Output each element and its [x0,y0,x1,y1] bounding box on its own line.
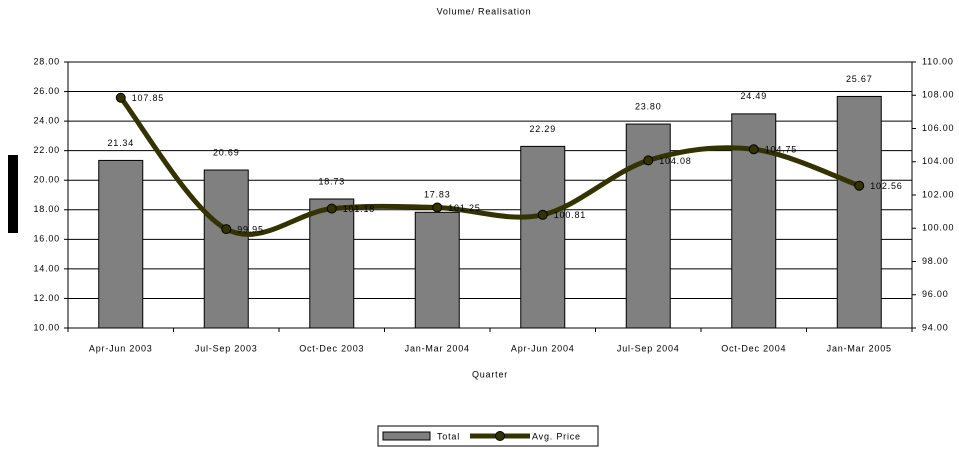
y2-tick-label: 108.00 [922,90,954,100]
bar [203,169,249,329]
y-tick-label: 22.00 [33,145,60,155]
y-tick-label: 26.00 [33,86,60,96]
line-value-label: 101.25 [448,203,480,213]
y2-tick-label: 100.00 [922,223,954,233]
line-value-label: 100.81 [554,210,586,220]
x-tick-label: Apr-Jun 2003 [89,343,153,353]
legend-swatch [382,431,431,441]
bar-value-label: 20.69 [213,147,240,157]
x-axis-label: Quarter [472,369,508,379]
line-value-label: 102.56 [870,181,902,191]
y2-tick-label: 106.00 [922,123,954,133]
x-tick-label: Jan-Mar 2004 [405,343,470,353]
line-marker [854,180,865,191]
x-tick-label: Apr-Jun 2004 [511,343,575,353]
legend-swatch-marker [495,431,505,441]
line-marker [432,202,443,213]
line-marker [748,144,759,155]
bar [520,145,566,329]
y2-tick-label: 102.00 [922,189,954,199]
y-tick-label: 20.00 [33,175,60,185]
y2-tick-label: 94.00 [922,322,949,332]
legend-label: Total [437,431,460,441]
bar-value-label: 24.49 [740,91,767,101]
y2-tick-label: 110.00 [922,56,954,66]
line-value-label: 104.75 [765,145,797,155]
line-marker [326,203,337,214]
chart-title: Volume/ Realisation [437,6,532,16]
bar-value-label: 23.80 [635,101,662,111]
x-tick-label: Jan-Mar 2005 [827,343,892,353]
legend-label: Avg. Price [532,431,581,441]
y-tick-label: 18.00 [33,204,60,214]
line-marker [221,224,232,235]
line-value-label: 99.95 [237,224,264,234]
x-tick-label: Jul-Sep 2003 [195,343,258,353]
y2-tick-label: 96.00 [922,289,949,299]
line-value-label: 107.85 [132,93,164,103]
y-tick-label: 24.00 [33,115,60,125]
redacted-axis-label [8,155,18,233]
bar-value-label: 22.29 [529,124,556,134]
line-value-label: 101.18 [343,204,375,214]
bar-value-label: 21.34 [107,138,134,148]
bar [414,211,460,329]
bar [836,95,882,329]
y2-tick-label: 98.00 [922,256,949,266]
bar-value-label: 18.73 [318,176,345,186]
bar-value-label: 25.67 [846,74,873,84]
x-tick-label: Oct-Dec 2003 [299,343,364,353]
bar [98,159,144,329]
y-tick-label: 14.00 [33,263,60,273]
y-tick-label: 28.00 [33,56,60,66]
y-tick-label: 10.00 [33,322,60,332]
line-marker [643,155,654,166]
x-tick-label: Oct-Dec 2004 [721,343,786,353]
bar [309,198,355,329]
line-marker [537,209,548,220]
y-tick-label: 16.00 [33,234,60,244]
x-tick-label: Jul-Sep 2004 [617,343,680,353]
bar-value-label: 17.83 [424,190,451,200]
y-tick-label: 12.00 [33,293,60,303]
line-marker [115,92,126,103]
line-value-label: 104.08 [659,156,691,166]
y2-tick-label: 104.00 [922,156,954,166]
